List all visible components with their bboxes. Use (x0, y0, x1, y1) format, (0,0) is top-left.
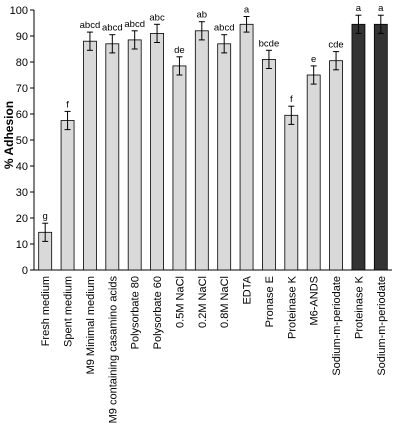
category-label: Polysorbate 80 (130, 276, 142, 349)
y-tick-label: 20 (16, 213, 28, 225)
y-tick-label: 50 (16, 135, 28, 147)
category-label: 0.5M NaCl (174, 276, 186, 328)
bar (329, 60, 343, 271)
bar (351, 23, 366, 271)
y-tick-label: 10 (16, 239, 28, 251)
significance-label: a (356, 3, 362, 14)
significance-label: de (174, 45, 185, 56)
bar (373, 23, 388, 271)
significance-label: abc (149, 12, 165, 23)
category-label: Sodium-m-periodate (376, 276, 388, 376)
bar (127, 39, 142, 271)
significance-label: a (378, 3, 384, 14)
bar (239, 23, 254, 271)
category-label: EDTA (242, 275, 254, 304)
bar (105, 43, 120, 271)
category-label: Proteinase K (286, 275, 298, 339)
y-tick-label: 60 (16, 109, 28, 121)
category-label: Spent medium (63, 276, 75, 347)
significance-label: abcd (214, 23, 235, 34)
significance-label: f (290, 94, 293, 105)
y-tick-label: 70 (16, 83, 28, 95)
category-label: M9 Minimal medium (85, 276, 97, 374)
category-label: 0.8M NaCl (219, 276, 231, 328)
bar (217, 43, 232, 271)
significance-label: e (311, 54, 316, 65)
y-tick-label: 30 (16, 187, 28, 199)
significance-label: bcde (259, 38, 280, 49)
significance-label: ab (197, 10, 208, 21)
category-label: Proteinase K (353, 275, 365, 339)
significance-label: g (43, 211, 48, 222)
bar (306, 74, 321, 271)
category-label: 0.2M NaCl (197, 276, 209, 328)
bar (83, 40, 97, 271)
y-axis-title: % Adhesion (2, 101, 16, 169)
y-tick-label: 80 (16, 57, 28, 69)
bar (60, 120, 75, 271)
bar (172, 65, 187, 271)
category-label: Pronase E (264, 276, 276, 327)
category-labels: Fresh medium Spent medium M9 Minimal mediu… (40, 275, 388, 423)
bar (150, 33, 164, 271)
y-tick-label: 90 (16, 31, 28, 43)
y-axis: 0 10 20 30 40 50 60 70 80 90 100 (10, 5, 392, 277)
bar (262, 59, 276, 271)
y-tick-label: 0 (22, 265, 28, 277)
y-tick-label: 40 (16, 161, 28, 173)
category-label: Fresh medium (40, 276, 52, 346)
significance-label: abcd (80, 20, 101, 31)
significance-label: cde (328, 40, 343, 51)
category-label: M9 containing casamino acids (107, 276, 119, 424)
significance-label: a (244, 5, 250, 16)
bar (194, 30, 209, 271)
significance-label: f (66, 99, 69, 110)
category-label: Sodium-m-periodate (331, 276, 343, 376)
significance-label: abcd (102, 23, 123, 34)
category-label: M6-ANDS (309, 276, 321, 326)
category-label: Polysorbate 60 (152, 276, 164, 349)
significance-label: abcd (124, 19, 145, 30)
bar (284, 114, 299, 271)
y-tick-label: 100 (10, 5, 28, 17)
